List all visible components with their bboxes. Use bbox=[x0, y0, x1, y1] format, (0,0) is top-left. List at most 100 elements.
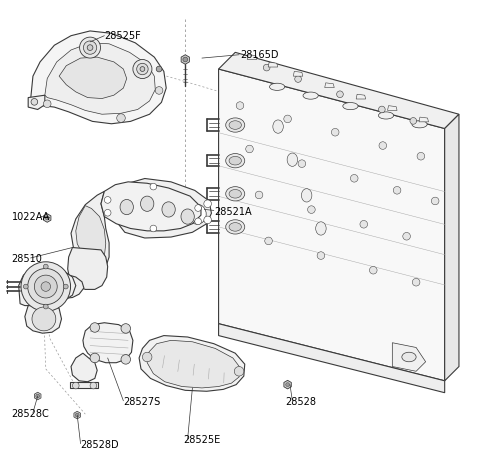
Polygon shape bbox=[147, 340, 240, 388]
Ellipse shape bbox=[229, 223, 241, 231]
Ellipse shape bbox=[181, 209, 194, 224]
Ellipse shape bbox=[229, 121, 241, 129]
Circle shape bbox=[156, 66, 162, 72]
Circle shape bbox=[133, 60, 152, 79]
Polygon shape bbox=[293, 71, 303, 76]
Ellipse shape bbox=[343, 102, 358, 109]
Circle shape bbox=[35, 275, 57, 298]
Polygon shape bbox=[115, 178, 211, 238]
Polygon shape bbox=[68, 248, 108, 289]
Polygon shape bbox=[35, 274, 84, 300]
Polygon shape bbox=[325, 83, 334, 88]
Polygon shape bbox=[387, 106, 397, 110]
Circle shape bbox=[150, 225, 156, 232]
Circle shape bbox=[195, 218, 202, 225]
Circle shape bbox=[36, 394, 40, 398]
Text: 28528: 28528 bbox=[285, 397, 316, 407]
Polygon shape bbox=[71, 353, 97, 382]
Ellipse shape bbox=[229, 189, 241, 198]
Text: 28525E: 28525E bbox=[183, 435, 220, 446]
Circle shape bbox=[72, 382, 79, 389]
Ellipse shape bbox=[301, 188, 312, 202]
Circle shape bbox=[104, 197, 111, 203]
Text: 28527S: 28527S bbox=[123, 397, 161, 407]
Circle shape bbox=[43, 264, 48, 269]
Circle shape bbox=[350, 175, 358, 182]
Circle shape bbox=[264, 64, 270, 71]
Ellipse shape bbox=[145, 196, 163, 216]
Circle shape bbox=[265, 237, 272, 245]
Circle shape bbox=[155, 87, 163, 94]
Ellipse shape bbox=[162, 202, 175, 217]
Circle shape bbox=[360, 220, 368, 228]
Polygon shape bbox=[392, 343, 426, 371]
Ellipse shape bbox=[124, 199, 142, 219]
Text: 28528D: 28528D bbox=[81, 440, 119, 450]
Circle shape bbox=[379, 106, 385, 113]
Circle shape bbox=[195, 205, 202, 211]
Text: 1022AA: 1022AA bbox=[12, 211, 50, 222]
Polygon shape bbox=[74, 411, 81, 419]
Ellipse shape bbox=[229, 157, 241, 165]
Circle shape bbox=[308, 206, 315, 213]
Circle shape bbox=[21, 262, 71, 311]
Polygon shape bbox=[218, 324, 444, 393]
Circle shape bbox=[90, 323, 99, 332]
Polygon shape bbox=[284, 380, 291, 389]
Circle shape bbox=[63, 284, 68, 289]
Polygon shape bbox=[71, 191, 109, 268]
Circle shape bbox=[336, 91, 343, 98]
Circle shape bbox=[255, 191, 263, 199]
Circle shape bbox=[298, 160, 306, 168]
Polygon shape bbox=[35, 392, 41, 400]
Circle shape bbox=[31, 99, 38, 105]
Polygon shape bbox=[45, 43, 155, 114]
Circle shape bbox=[28, 268, 64, 305]
Polygon shape bbox=[356, 94, 366, 99]
Ellipse shape bbox=[378, 112, 394, 119]
Circle shape bbox=[104, 209, 111, 216]
Circle shape bbox=[87, 45, 93, 50]
Ellipse shape bbox=[141, 196, 154, 211]
Polygon shape bbox=[70, 382, 98, 388]
Polygon shape bbox=[139, 336, 245, 391]
Circle shape bbox=[116, 198, 124, 206]
Circle shape bbox=[204, 200, 211, 208]
Circle shape bbox=[137, 63, 148, 75]
Circle shape bbox=[90, 353, 99, 363]
Circle shape bbox=[143, 352, 152, 362]
Circle shape bbox=[80, 37, 100, 58]
Polygon shape bbox=[247, 55, 257, 60]
Polygon shape bbox=[101, 182, 201, 231]
Circle shape bbox=[317, 252, 325, 259]
Ellipse shape bbox=[226, 154, 245, 168]
Polygon shape bbox=[218, 52, 459, 129]
Polygon shape bbox=[76, 206, 106, 262]
Circle shape bbox=[121, 355, 131, 364]
Circle shape bbox=[379, 142, 386, 149]
Circle shape bbox=[43, 100, 51, 108]
Ellipse shape bbox=[287, 153, 298, 167]
Polygon shape bbox=[181, 55, 190, 64]
Ellipse shape bbox=[167, 198, 185, 218]
Circle shape bbox=[84, 41, 97, 54]
Circle shape bbox=[32, 307, 56, 331]
Circle shape bbox=[234, 367, 244, 376]
Circle shape bbox=[116, 211, 124, 219]
Circle shape bbox=[412, 278, 420, 286]
Circle shape bbox=[393, 187, 401, 194]
Text: 28525F: 28525F bbox=[104, 30, 141, 41]
Circle shape bbox=[140, 67, 145, 71]
Ellipse shape bbox=[269, 83, 285, 90]
Polygon shape bbox=[218, 69, 444, 381]
Ellipse shape bbox=[120, 199, 133, 215]
Circle shape bbox=[295, 76, 301, 82]
Circle shape bbox=[284, 115, 291, 123]
Circle shape bbox=[90, 382, 97, 389]
Circle shape bbox=[150, 183, 156, 190]
Polygon shape bbox=[28, 95, 45, 109]
Polygon shape bbox=[31, 31, 166, 124]
Ellipse shape bbox=[226, 220, 245, 234]
Circle shape bbox=[183, 57, 188, 62]
Circle shape bbox=[417, 152, 425, 160]
